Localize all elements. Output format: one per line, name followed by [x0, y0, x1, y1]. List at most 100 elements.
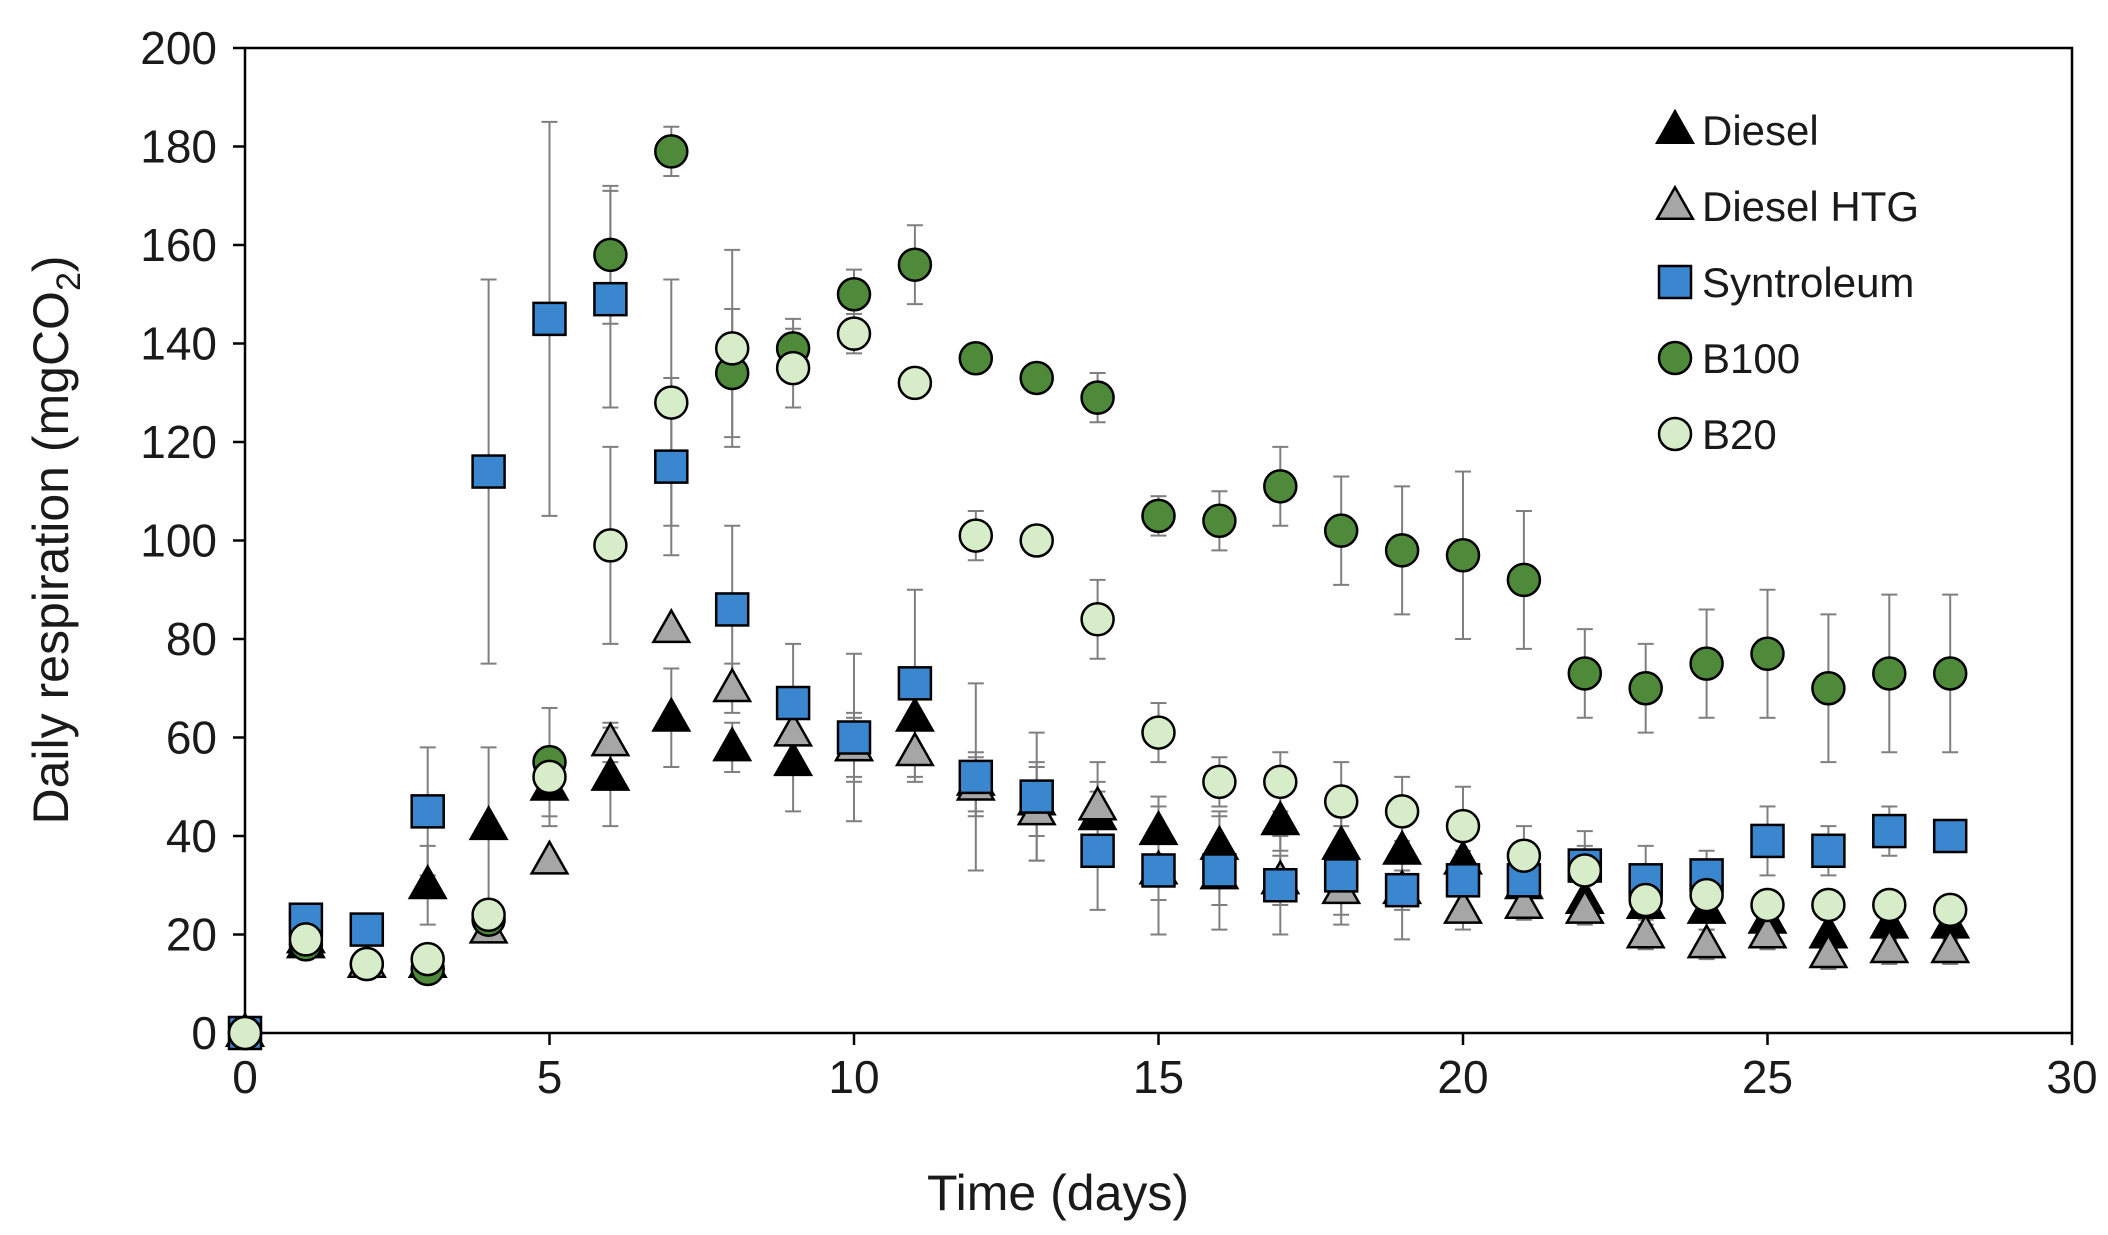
diesel-htg-point [1625, 913, 1666, 949]
syntroleum-point [714, 592, 750, 627]
b100-point [1323, 513, 1359, 548]
diesel-point [468, 804, 509, 841]
syntroleum-point [532, 301, 567, 337]
x-tick-label: 10 [828, 1051, 879, 1103]
syntroleum-point [1263, 868, 1298, 903]
legend-marker-diesel-htg [1655, 184, 1695, 220]
b20-point [532, 759, 567, 795]
b20-point [227, 1015, 263, 1051]
x-tick-label: 25 [1742, 1051, 1793, 1103]
b100-point [1080, 380, 1115, 415]
diesel-htg-point [1443, 888, 1483, 924]
b20-point [1384, 794, 1420, 829]
syntroleum-point [1872, 813, 1907, 849]
x-tick-label: 15 [1133, 1051, 1184, 1103]
diesel-point [1382, 829, 1423, 865]
b20-point [349, 946, 385, 982]
b20-point [410, 941, 445, 977]
b20-point [1202, 764, 1237, 800]
syntroleum-point [1019, 779, 1054, 814]
syntroleum-point [1445, 863, 1481, 898]
syntroleum-point [654, 449, 689, 484]
b100-point [1872, 656, 1907, 691]
y-axis-title: Daily respiration (mgCO2) [23, 255, 88, 824]
b100-point [958, 341, 994, 376]
syntroleum-point [775, 685, 811, 721]
b100-point [1689, 646, 1724, 681]
diesel-htg-point [1686, 923, 1727, 959]
b100-point [897, 247, 933, 282]
b20-point [654, 385, 689, 420]
diesel-point [1260, 799, 1301, 836]
b100-point [1628, 671, 1663, 706]
diesel-point [651, 696, 692, 732]
x-axis-title: Time (days) [927, 1165, 1189, 1221]
b100-point [593, 237, 628, 273]
b20-point [1263, 764, 1298, 800]
legend-item-b20: B20 [1657, 411, 1777, 458]
b20-point [1811, 887, 1846, 923]
x-tick-label: 5 [537, 1051, 563, 1103]
b20-point [1019, 523, 1054, 558]
diesel-htg-point [651, 607, 692, 644]
b100-point [654, 134, 689, 169]
b20-point [1689, 877, 1724, 913]
legend-label-diesel-htg: Diesel HTG [1702, 183, 1919, 230]
x-axis-ticks: 0 5 10 15 20 25 30 [232, 1033, 2098, 1103]
b100-point [1750, 636, 1785, 672]
data-markers [225, 134, 1971, 1051]
y-axis-ticks: 0 20 40 60 80 100 120 140 160 180 200 [140, 22, 245, 1059]
b20-point [714, 331, 750, 366]
x-tick-label: 30 [2046, 1051, 2097, 1103]
b100-point [1384, 533, 1420, 568]
legend-marker-b20 [1657, 416, 1693, 452]
y-axis-title-close: ) [23, 255, 79, 272]
diesel-htg-point [1930, 928, 1971, 964]
y-tick-label: 180 [140, 121, 217, 173]
diesel-htg-point [1869, 928, 1910, 964]
syntroleum-point [1811, 833, 1846, 869]
diesel-point [1138, 809, 1179, 846]
syntroleum-point [1141, 853, 1176, 888]
syntroleum-point [1080, 833, 1115, 869]
legend-item-b100: B100 [1657, 335, 1800, 382]
b100-point [1506, 562, 1542, 598]
b20-point [1628, 882, 1663, 918]
legend-label-b100: B100 [1702, 335, 1800, 382]
legend-label-diesel: Diesel [1702, 107, 1819, 154]
diesel-point [590, 755, 631, 791]
syntroleum-point [1384, 872, 1420, 908]
y-tick-label: 0 [191, 1007, 217, 1059]
y-tick-label: 60 [166, 712, 217, 764]
diesel-htg-point [1564, 888, 1605, 924]
b20-point [1750, 887, 1785, 923]
b20-point [1080, 602, 1115, 637]
syntroleum-point [1750, 823, 1785, 859]
b100-point [1263, 469, 1298, 504]
legend-item-diesel: Diesel [1655, 107, 1819, 154]
b20-point [775, 350, 811, 386]
b20-point [1567, 853, 1603, 888]
syntroleum-point [1202, 853, 1237, 888]
syntroleum-point [349, 912, 385, 947]
b100-point [1141, 498, 1176, 534]
b20-point [1506, 838, 1542, 873]
b20-point [288, 922, 324, 957]
x-tick-label: 20 [1437, 1051, 1488, 1103]
diesel-htg-point [529, 839, 570, 875]
diesel-point [773, 740, 814, 777]
b100-point [1202, 503, 1237, 539]
b20-point [897, 365, 933, 401]
b20-point [1872, 887, 1907, 923]
diesel-htg-point [1808, 932, 1849, 969]
y-axis-title-main: Daily respiration (mgCO [23, 291, 79, 824]
diesel-htg-point [712, 667, 753, 703]
diesel-point [894, 696, 935, 732]
legend-label-syntroleum: Syntroleum [1702, 259, 1914, 306]
b100-point [1811, 671, 1846, 706]
legend-marker-b100 [1657, 340, 1693, 376]
b20-point [471, 897, 506, 933]
syntroleum-point [593, 281, 628, 317]
